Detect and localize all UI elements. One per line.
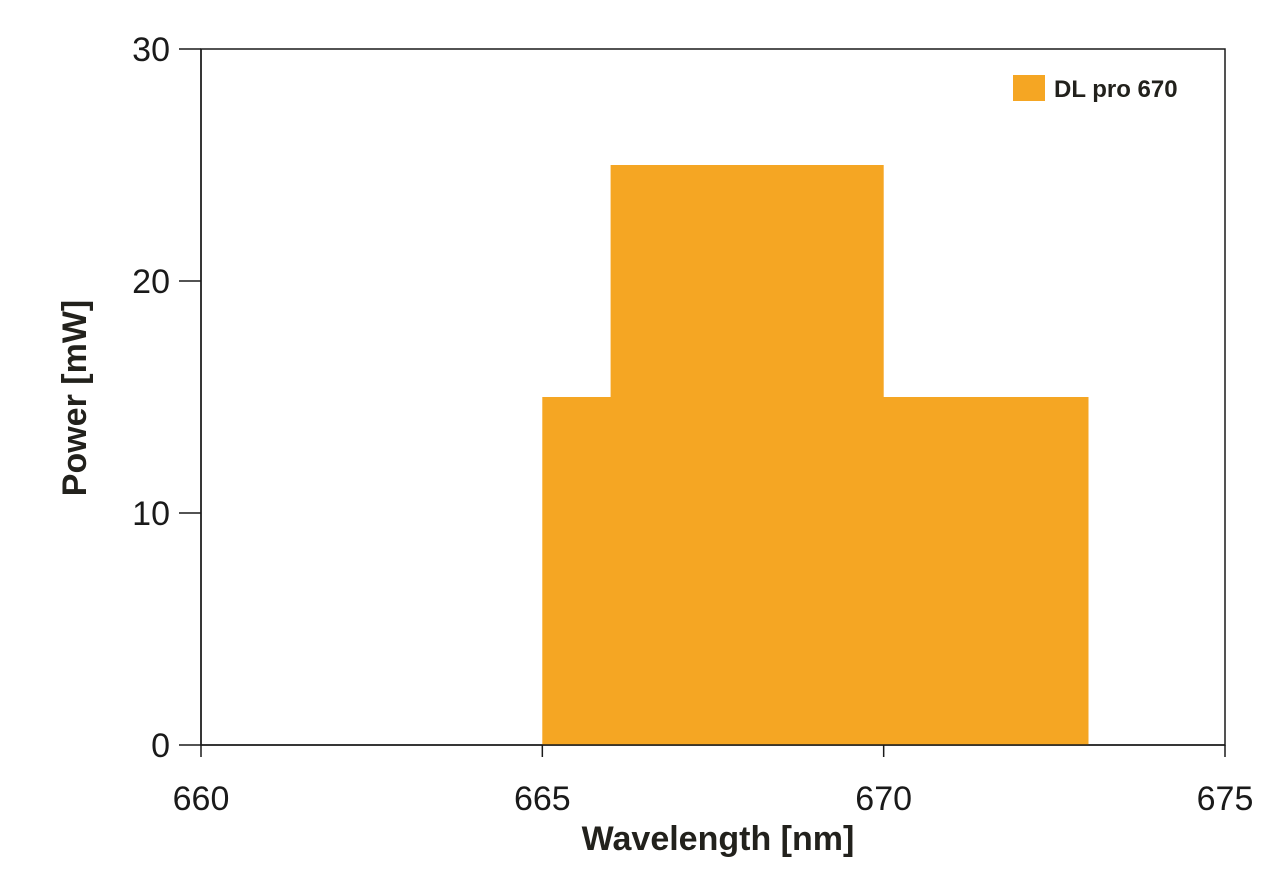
legend-label: DL pro 670 [1054, 76, 1178, 103]
y-tick-label-0: 0 [151, 727, 170, 765]
series-layer [542, 165, 1089, 745]
x-axis-title: Wavelength [nm] [582, 820, 855, 858]
x-tick-label-2: 670 [855, 780, 912, 818]
y-tick-label-3: 30 [132, 31, 170, 69]
y-tick-label-1: 10 [132, 495, 170, 533]
series-area-0 [542, 165, 1089, 745]
x-tick-label-1: 665 [514, 780, 571, 818]
x-tick-label-3: 675 [1197, 780, 1254, 818]
axes-layer [200, 49, 1225, 746]
y-tick-label-2: 20 [132, 263, 170, 301]
x-tick-label-0: 660 [173, 780, 230, 818]
ticks-layer: 660 665 670 675 0 10 20 30 [132, 31, 1253, 818]
legend: DL pro 670 [1013, 75, 1178, 103]
legend-swatch [1013, 75, 1045, 101]
y-axis-title: Power [mW] [56, 300, 94, 496]
